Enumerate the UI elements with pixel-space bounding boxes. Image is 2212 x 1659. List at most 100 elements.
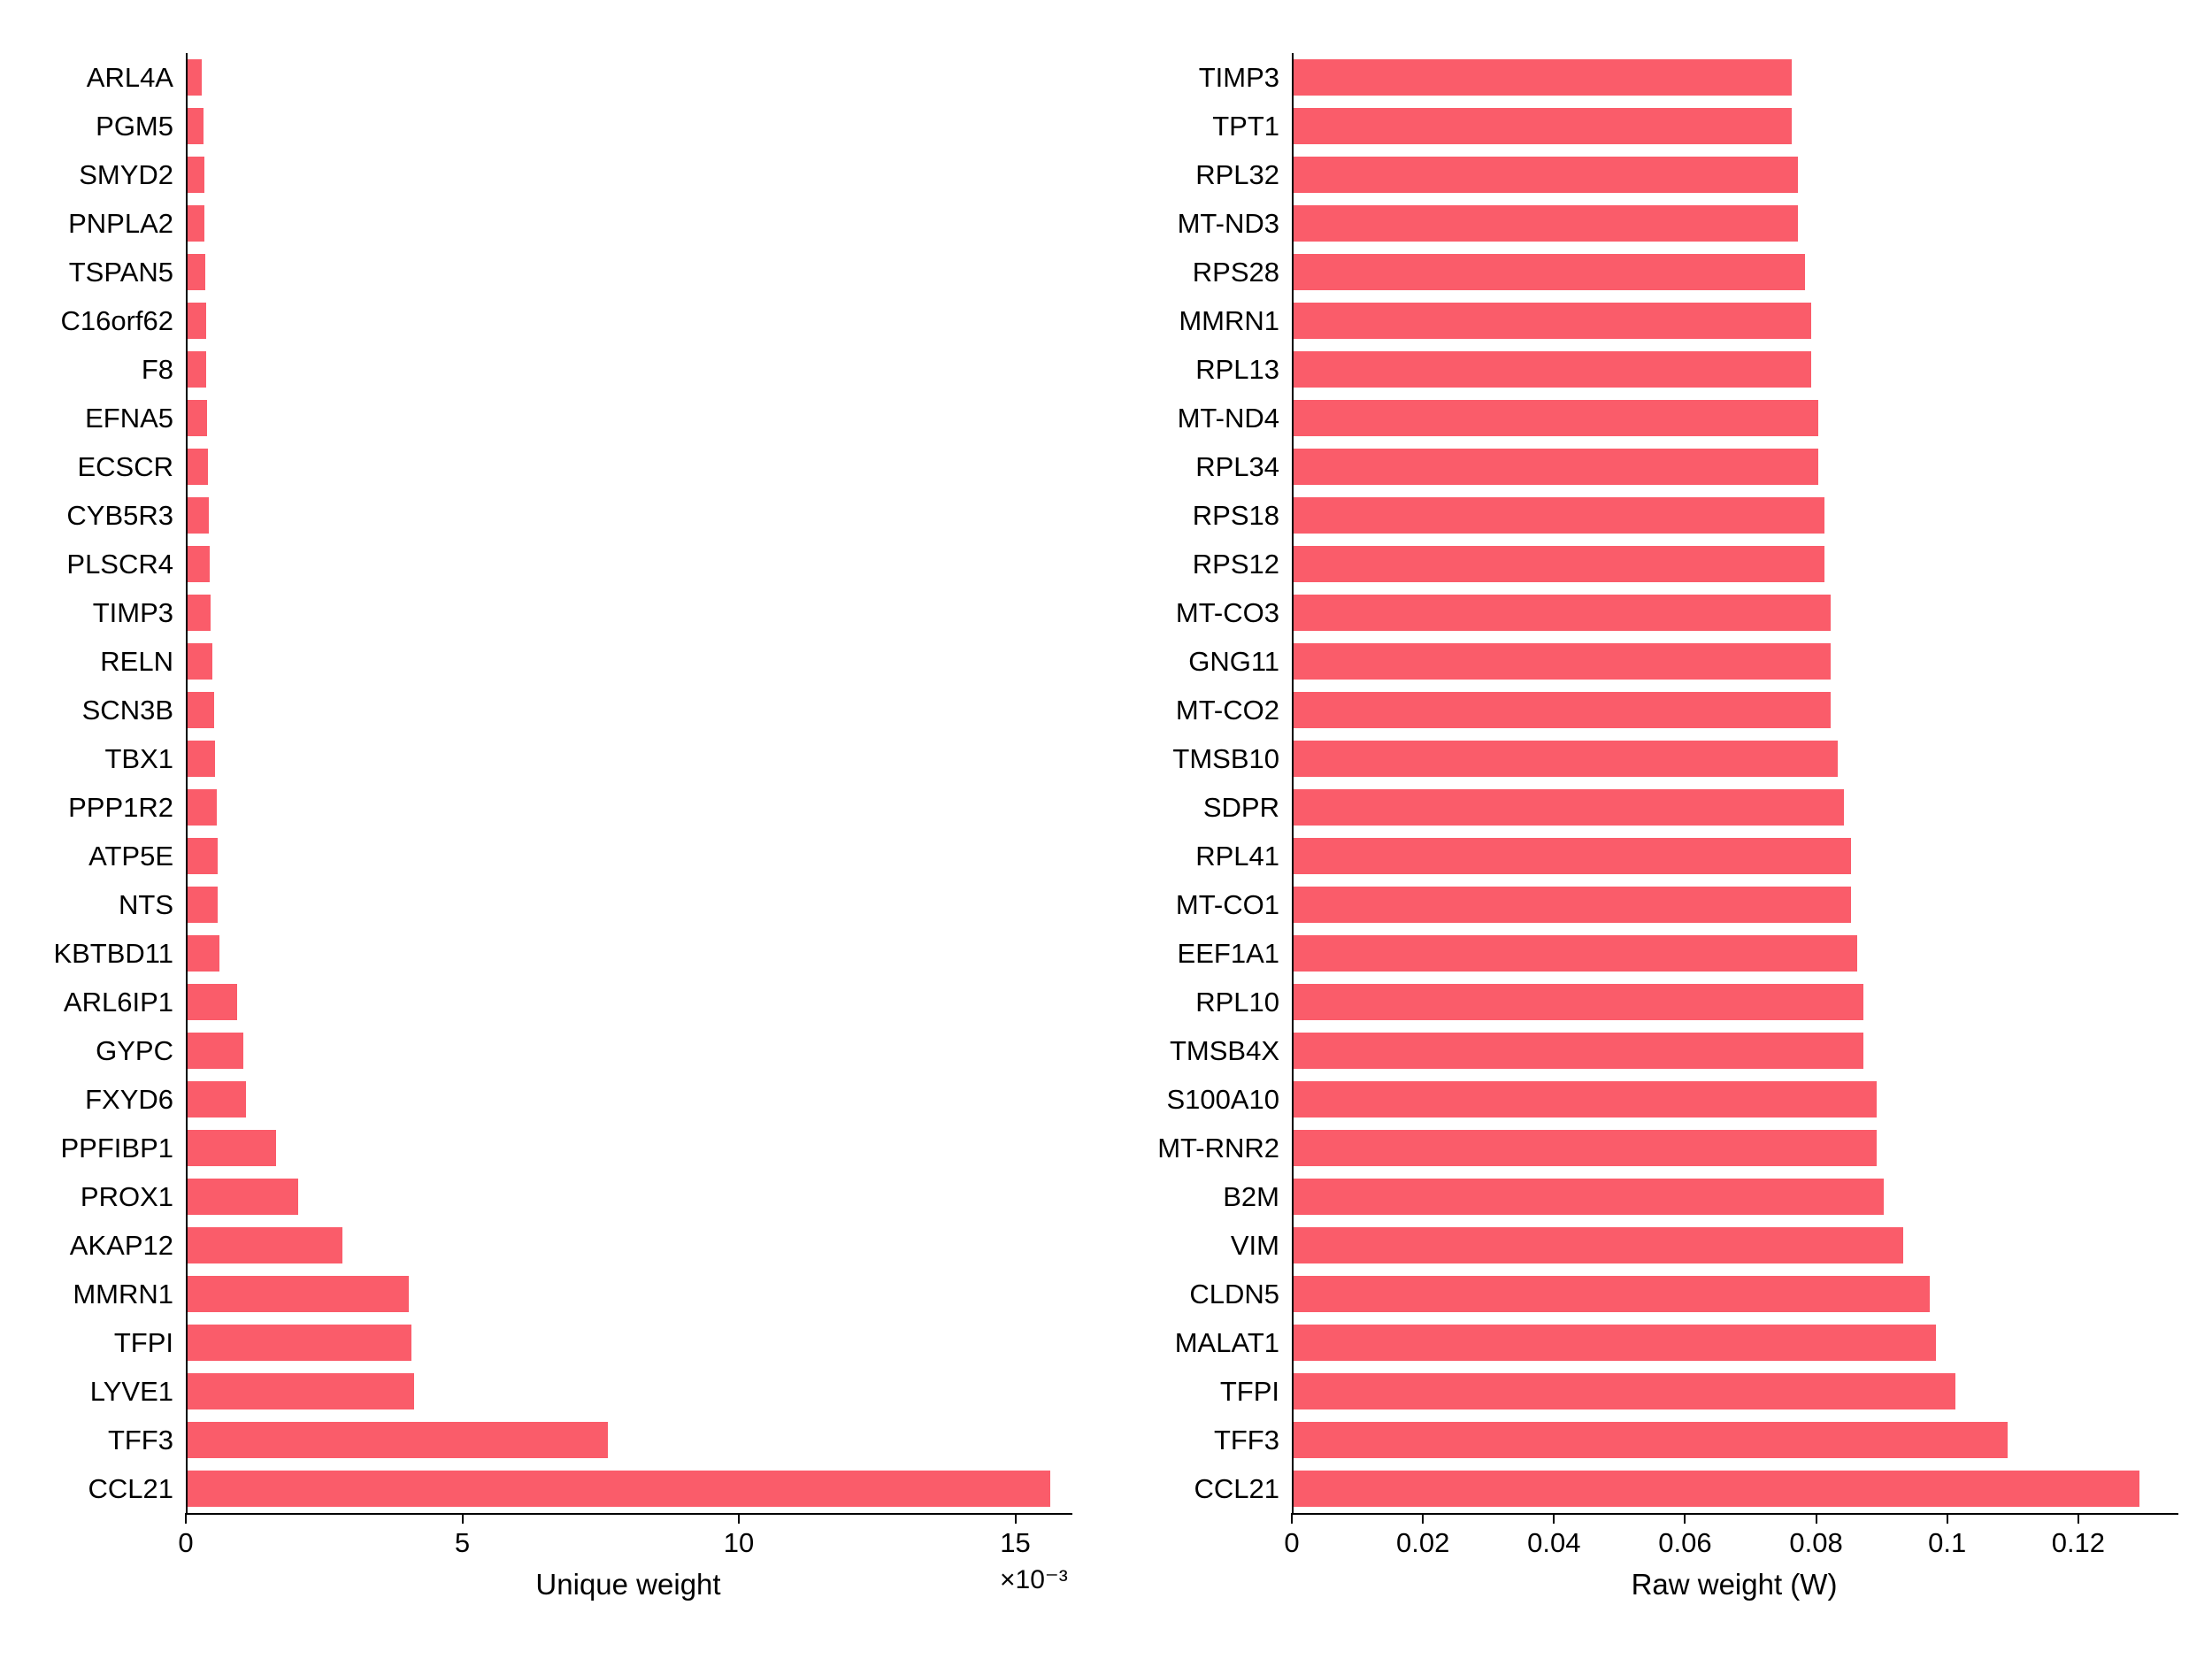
y-tick-label: NTS xyxy=(0,880,173,929)
x-tick-label: 15 xyxy=(1000,1527,1030,1559)
y-tick-label: TFF3 xyxy=(0,1416,173,1464)
y-tick-label: TFF3 xyxy=(926,1416,1279,1464)
x-tick-label: 0.04 xyxy=(1527,1527,1580,1559)
y-tick-label: LYVE1 xyxy=(0,1367,173,1416)
bar xyxy=(188,741,215,777)
bar xyxy=(1294,400,1818,436)
bar xyxy=(188,254,205,290)
x-tick-label: 0.06 xyxy=(1658,1527,1711,1559)
bar xyxy=(188,205,204,242)
y-tick-label: TIMP3 xyxy=(926,53,1279,102)
bar xyxy=(188,692,214,728)
y-tick-label: SCN3B xyxy=(0,686,173,734)
bar xyxy=(188,400,207,436)
y-tick-label: KBTBD11 xyxy=(0,929,173,978)
y-tick-label: MT-CO3 xyxy=(926,588,1279,637)
y-tick-label: CLDN5 xyxy=(926,1270,1279,1318)
bar xyxy=(188,1276,409,1312)
y-tick-label: RPL10 xyxy=(926,978,1279,1026)
bar xyxy=(1294,497,1824,534)
bar xyxy=(188,1130,276,1166)
bar xyxy=(188,887,218,923)
y-tick-label: TSPAN5 xyxy=(0,248,173,296)
x-axis-label: Unique weight xyxy=(535,1568,720,1601)
bar xyxy=(1294,1471,2139,1507)
x-tick-label: 0.12 xyxy=(2052,1527,2105,1559)
bar xyxy=(1294,1081,1877,1118)
x-tick-label: 0 xyxy=(1284,1527,1299,1559)
y-tick-label: ARL4A xyxy=(0,53,173,102)
bar xyxy=(188,108,204,144)
y-tick-label: MT-ND4 xyxy=(926,394,1279,442)
x-axis-label: Raw weight (W) xyxy=(1632,1568,1838,1601)
y-tick-label: RPL41 xyxy=(926,832,1279,880)
x-tick xyxy=(185,1513,187,1524)
y-tick-label: PROX1 xyxy=(0,1172,173,1221)
bar xyxy=(188,1373,414,1409)
y-tick-label: GNG11 xyxy=(926,637,1279,686)
bar xyxy=(188,935,219,972)
bar xyxy=(188,351,206,388)
y-tick-label: TBX1 xyxy=(0,734,173,783)
bar xyxy=(1294,595,1831,631)
bar xyxy=(188,595,211,631)
x-tick-label: 10 xyxy=(724,1527,754,1559)
y-tick-label: PGM5 xyxy=(0,102,173,150)
figure: ×10⁻³ ARL4APGM5SMYD2PNPLA2TSPAN5C16orf62… xyxy=(0,0,2212,1659)
y-tick-label: GYPC xyxy=(0,1026,173,1075)
y-tick-label: EEF1A1 xyxy=(926,929,1279,978)
right-plot-area xyxy=(1292,53,2178,1515)
bar xyxy=(1294,838,1851,874)
y-tick-label: MT-CO1 xyxy=(926,880,1279,929)
y-tick-label: FXYD6 xyxy=(0,1075,173,1124)
y-tick-label: PPFIBP1 xyxy=(0,1124,173,1172)
y-tick-label: S100A10 xyxy=(926,1075,1279,1124)
x-tick xyxy=(2078,1513,2079,1524)
bar xyxy=(188,984,237,1020)
y-tick-label: F8 xyxy=(0,345,173,394)
y-tick-label: PLSCR4 xyxy=(0,540,173,588)
y-tick-label: RPS28 xyxy=(926,248,1279,296)
bar xyxy=(1294,157,1798,193)
y-tick-label: MT-RNR2 xyxy=(926,1124,1279,1172)
x-tick xyxy=(738,1513,740,1524)
bar xyxy=(1294,546,1824,582)
y-tick-label: RPS18 xyxy=(926,491,1279,540)
bar xyxy=(188,303,206,339)
x-tick xyxy=(1291,1513,1293,1524)
y-tick-label: RPL34 xyxy=(926,442,1279,491)
y-tick-label: ARL6IP1 xyxy=(0,978,173,1026)
y-tick-label: TFPI xyxy=(926,1367,1279,1416)
right-panel: TIMP3TPT1RPL32MT-ND3RPS28MMRN1RPL13MT-ND… xyxy=(1106,0,2212,1659)
bar xyxy=(1294,1276,1930,1312)
y-tick-label: VIM xyxy=(926,1221,1279,1270)
bar xyxy=(1294,1033,1863,1069)
bar xyxy=(188,1081,246,1118)
bar xyxy=(188,449,208,485)
bar xyxy=(188,1471,1050,1507)
bar xyxy=(188,1033,243,1069)
bar xyxy=(1294,205,1798,242)
bar xyxy=(1294,1179,1884,1215)
y-tick-label: MT-ND3 xyxy=(926,199,1279,248)
y-tick-label: CYB5R3 xyxy=(0,491,173,540)
y-tick-label: ECSCR xyxy=(0,442,173,491)
x-tick-label: 0 xyxy=(178,1527,193,1559)
bar xyxy=(1294,887,1851,923)
bar xyxy=(1294,984,1863,1020)
y-tick-label: TFPI xyxy=(0,1318,173,1367)
y-tick-label: EFNA5 xyxy=(0,394,173,442)
bar xyxy=(188,497,209,534)
y-tick-label: B2M xyxy=(926,1172,1279,1221)
y-tick-label: TMSB4X xyxy=(926,1026,1279,1075)
x-tick xyxy=(1947,1513,1948,1524)
x-tick xyxy=(1015,1513,1017,1524)
bar xyxy=(1294,59,1792,96)
x-tick-label: 0.02 xyxy=(1396,1527,1449,1559)
y-tick-label: CCL21 xyxy=(0,1464,173,1513)
bar xyxy=(1294,1422,2008,1458)
bar xyxy=(1294,303,1811,339)
bar xyxy=(1294,935,1857,972)
bar xyxy=(188,838,218,874)
y-tick-label: TPT1 xyxy=(926,102,1279,150)
